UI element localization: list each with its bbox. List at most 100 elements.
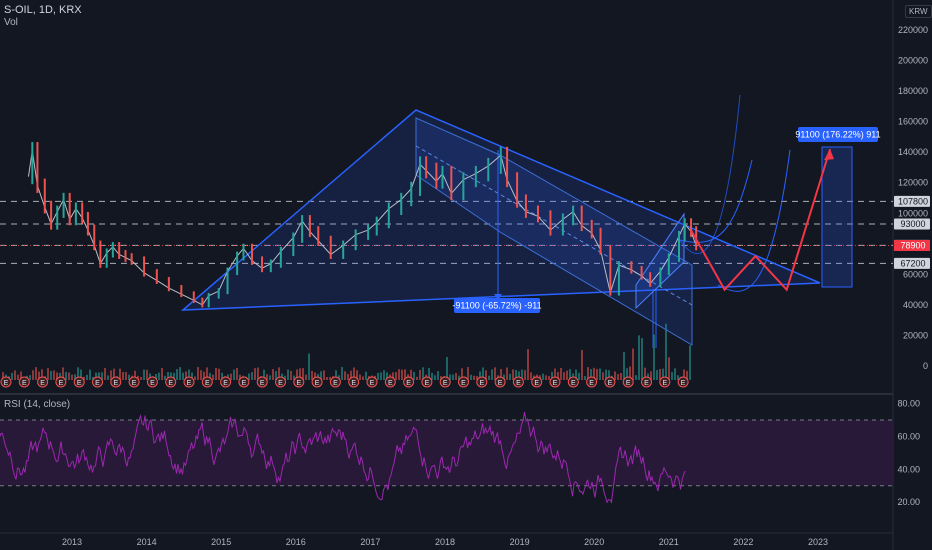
volume-bar <box>506 367 508 380</box>
earnings-icon[interactable] <box>165 376 177 388</box>
volume-bar <box>179 367 181 380</box>
earnings-icon[interactable] <box>37 376 49 388</box>
earnings-icon[interactable] <box>567 376 579 388</box>
volume-bar <box>284 375 286 380</box>
volume-bar <box>509 373 511 380</box>
currency-badge[interactable]: KRW <box>905 5 932 18</box>
earnings-icon[interactable] <box>73 376 85 388</box>
volume-bar <box>401 369 403 380</box>
forecast-path[interactable] <box>690 148 835 292</box>
volume-bar <box>56 372 58 380</box>
volume-bar <box>161 367 163 380</box>
volume-bar <box>605 369 607 380</box>
level-tag-box <box>894 239 930 251</box>
volume-bar <box>197 367 199 380</box>
earnings-icon[interactable] <box>439 376 451 388</box>
earnings-icon[interactable] <box>586 376 598 388</box>
volume-bar <box>278 367 280 380</box>
earnings-icon[interactable] <box>403 376 415 388</box>
earnings-icon[interactable] <box>604 376 616 388</box>
earnings-icon[interactable] <box>110 376 122 388</box>
earnings-icon[interactable] <box>146 376 158 388</box>
volume-bar <box>440 376 442 380</box>
volume-bar <box>344 371 346 380</box>
volume-bar <box>194 376 196 380</box>
earnings-icon-letter: E <box>662 380 667 387</box>
earnings-icon[interactable] <box>641 376 652 388</box>
volume-bar <box>446 356 448 380</box>
earnings-icon[interactable] <box>220 376 232 388</box>
volume-bar <box>350 370 352 380</box>
volume-bar <box>455 373 457 380</box>
rsi-line <box>0 411 686 504</box>
volume-bar <box>269 375 271 380</box>
earnings-icon[interactable] <box>421 376 433 388</box>
earnings-icon[interactable] <box>384 376 396 388</box>
projection-curve <box>679 159 753 243</box>
earnings-icon[interactable] <box>549 376 561 388</box>
earnings-icon-letter: E <box>553 380 558 387</box>
volume-bar <box>206 367 208 380</box>
volume-bar <box>356 370 358 380</box>
earnings-icon[interactable] <box>458 376 469 388</box>
earnings-icon[interactable] <box>476 376 488 388</box>
volume-bar <box>263 369 265 380</box>
earnings-icon[interactable] <box>18 376 30 388</box>
earnings-icon[interactable] <box>92 376 103 388</box>
volume-bar <box>488 375 490 380</box>
price-tick-label: 60000 <box>903 269 928 279</box>
volume-bar <box>677 375 679 380</box>
volume-legend[interactable]: Vol <box>4 17 18 28</box>
volume-bar <box>218 368 220 380</box>
earnings-icon[interactable] <box>677 376 689 388</box>
earnings-icon[interactable] <box>494 376 506 388</box>
measure-label-box <box>798 127 878 142</box>
volume-bar <box>491 369 493 380</box>
earnings-icon[interactable] <box>183 376 195 388</box>
earnings-icon-letter: E <box>461 380 466 387</box>
volume-bar <box>62 367 64 380</box>
volume-bar <box>518 371 520 380</box>
earnings-icon-letter: E <box>4 380 9 387</box>
volume-bar <box>239 374 241 380</box>
earnings-icon[interactable] <box>512 376 524 388</box>
volume-bar <box>632 348 634 380</box>
volume-bar <box>383 370 385 380</box>
earnings-icon[interactable] <box>201 376 213 388</box>
earnings-icon[interactable] <box>348 376 360 388</box>
symbol-title[interactable]: S-OIL, 1D, KRX <box>4 4 82 16</box>
earnings-icon[interactable] <box>0 376 12 388</box>
earnings-icon-letter: E <box>425 380 430 387</box>
volume-bar <box>47 368 49 380</box>
earnings-icon[interactable] <box>275 376 286 388</box>
earnings-icon-letter: E <box>498 380 503 387</box>
earnings-icon[interactable] <box>622 376 634 388</box>
earnings-icon[interactable] <box>128 376 140 388</box>
earnings-icon[interactable] <box>366 376 378 388</box>
volume-bar <box>527 349 529 380</box>
earnings-icon-letter: E <box>205 380 210 387</box>
earnings-icon[interactable] <box>293 376 305 388</box>
volume-bar <box>629 366 631 380</box>
level-tag-box <box>894 195 930 207</box>
rsi-legend[interactable]: RSI (14, close) <box>4 399 71 410</box>
measure-label-box <box>454 298 540 313</box>
volume-bar <box>377 372 379 380</box>
earnings-icon[interactable] <box>659 376 671 388</box>
measure-label-text: 91100 (176.22%) 911 <box>795 130 880 140</box>
projection-curve <box>679 94 741 254</box>
earnings-icon[interactable] <box>531 376 543 388</box>
projection-curve <box>717 149 791 292</box>
volume-bar <box>251 372 253 380</box>
time-tick-label: 2021 <box>659 537 679 547</box>
earnings-icon[interactable] <box>256 376 268 388</box>
earnings-icon[interactable] <box>55 376 67 388</box>
earnings-icon[interactable] <box>329 376 341 388</box>
volume-bar <box>185 371 187 380</box>
volume-bar <box>170 372 172 380</box>
time-axis[interactable]: 2013 2014 2015 2016 2017 2018 2019 2020 2021 2022… <box>62 537 828 547</box>
earnings-icon[interactable] <box>311 376 323 388</box>
earnings-icon[interactable] <box>238 376 250 388</box>
